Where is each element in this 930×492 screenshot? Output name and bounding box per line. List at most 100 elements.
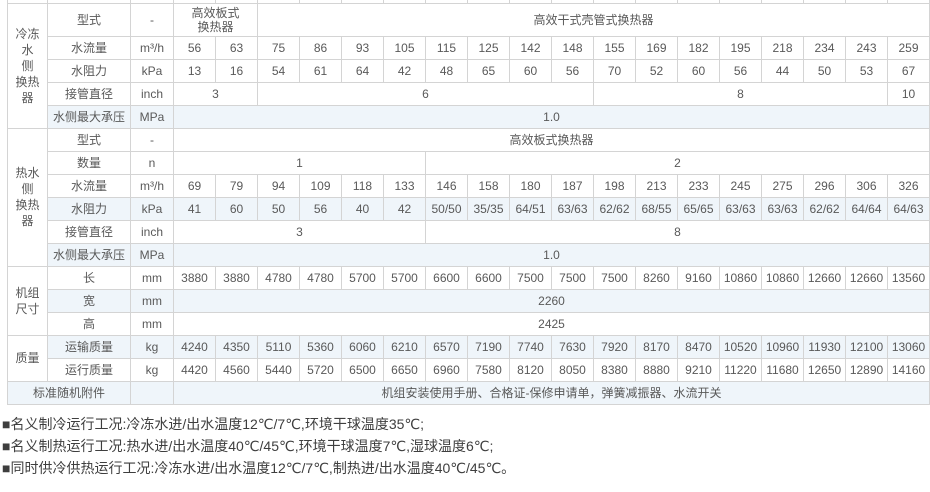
spec-value-cell: 259	[887, 35, 930, 60]
unit-label: mm	[130, 265, 174, 290]
row-label: 型式	[47, 127, 131, 152]
table-row: 水侧最大承压 MPa 1.0	[8, 242, 930, 267]
spec-value-cell: 6060	[341, 334, 384, 359]
unit-label: MPa	[130, 242, 174, 267]
spec-value-cell: 35/35	[467, 196, 510, 221]
row-label: 水流量	[47, 35, 131, 60]
spec-value-cell: 6650	[383, 357, 426, 382]
spec-value-cell: 60	[677, 58, 720, 83]
spec-value-cell: 3880	[215, 265, 258, 290]
spec-value-cell: 180	[509, 173, 552, 198]
spec-value-cell: 12660	[803, 265, 846, 290]
unit-label	[130, 380, 174, 405]
spec-value-cell: 155	[593, 35, 636, 60]
row-label: 标准随机附件	[7, 380, 131, 405]
unit-label: mm	[130, 288, 174, 313]
spec-value-cell: 65	[467, 58, 510, 83]
spec-value-cell: 63/63	[719, 196, 762, 221]
spec-value-cell: 195	[719, 35, 762, 60]
spec-value-cell: 125	[467, 35, 510, 60]
spec-value-cell: 60	[215, 196, 258, 221]
spec-value-cell: 高效板式 换热器	[173, 2, 258, 37]
spec-value-cell: 7500	[509, 265, 552, 290]
table-row: 宽 mm 2260	[8, 288, 930, 313]
spec-value-cell: 高效干式壳管式换热器	[257, 2, 930, 37]
spec-value-cell: 13060	[887, 334, 930, 359]
spec-value-cell: 64/63	[887, 196, 930, 221]
unit-label: m³/h	[130, 173, 174, 198]
spec-value-cell: 4780	[299, 265, 342, 290]
spec-value-cell: 8	[425, 219, 930, 244]
spec-value-cell: 62/62	[803, 196, 846, 221]
spec-value-cell: 4420	[173, 357, 216, 382]
spec-value-cell: 52	[635, 58, 678, 83]
spec-value-cell: 5720	[299, 357, 342, 382]
spec-value-cell: 64/64	[845, 196, 888, 221]
spec-value-cell: 63/63	[761, 196, 804, 221]
row-label: 水侧最大承压	[47, 242, 131, 267]
spec-value-cell: 64	[341, 58, 384, 83]
spec-value-cell: 42	[383, 58, 426, 83]
spec-value-cell: 213	[635, 173, 678, 198]
spec-value-cell: 1.0	[173, 104, 930, 129]
row-label: 高	[47, 311, 131, 336]
spec-value-cell: 8	[593, 81, 888, 106]
table-row: 热水 侧 换热 器型式 - 高效板式换热器	[7, 127, 930, 267]
spec-value-cell: 69	[173, 173, 216, 198]
spec-value-cell: 9210	[677, 357, 720, 382]
spec-value-cell: 10	[887, 81, 930, 106]
section-label-weight: 质量	[7, 334, 48, 382]
spec-value-cell: 5110	[257, 334, 300, 359]
unit-label: kg	[130, 334, 174, 359]
spec-value-cell: 7630	[551, 334, 594, 359]
spec-value-cell: 16	[215, 58, 258, 83]
spec-value-cell: 1	[173, 150, 426, 175]
spec-value-cell: 70	[593, 58, 636, 83]
spec-value-cell: 1.0	[173, 242, 930, 267]
spec-value-cell: 64/51	[509, 196, 552, 221]
spec-value-cell: 10520	[719, 334, 762, 359]
spec-value-cell: 12660	[845, 265, 888, 290]
section-label-hot-water-side-heat-exchanger: 热水 侧 换热 器	[7, 127, 48, 267]
spec-value-cell: 8120	[509, 357, 552, 382]
spec-value-cell: 65/65	[677, 196, 720, 221]
spec-value-cell: 13560	[887, 265, 930, 290]
spec-value-cell: 12100	[845, 334, 888, 359]
spec-value-cell: 3	[173, 219, 426, 244]
spec-value-cell: 10960	[761, 334, 804, 359]
footnotes: ■名义制冷运行工况:冷冻水进/出水温度12℃/7℃,环境干球温度35℃; ■名义…	[2, 413, 930, 479]
spec-value-cell: 2	[425, 150, 930, 175]
row-label: 水阻力	[47, 196, 131, 221]
spec-value-cell: 86	[299, 35, 342, 60]
spec-value-cell: 11680	[761, 357, 804, 382]
spec-value-cell: 275	[761, 173, 804, 198]
row-label: 长	[47, 265, 131, 290]
spec-value-cell: 10860	[761, 265, 804, 290]
spec-value-cell: 56	[719, 58, 762, 83]
spec-value-cell: 50/50	[425, 196, 468, 221]
spec-value-cell: 5440	[257, 357, 300, 382]
spec-value-cell: 8470	[677, 334, 720, 359]
spec-value-cell: 6	[257, 81, 594, 106]
note-cooling-condition: ■名义制冷运行工况:冷冻水进/出水温度12℃/7℃,环境干球温度35℃;	[2, 415, 425, 432]
spec-value-cell: 79	[215, 173, 258, 198]
row-label: 运输质量	[47, 334, 131, 359]
spec-value-cell: 63/63	[551, 196, 594, 221]
spec-value-cell: 13	[173, 58, 216, 83]
spec-value-cell: 14160	[887, 357, 930, 382]
spec-value-cell: 243	[845, 35, 888, 60]
table-row: 水侧最大承压 MPa 1.0	[8, 104, 930, 129]
spec-value-cell: 5700	[383, 265, 426, 290]
spec-value-cell: 60	[509, 58, 552, 83]
spec-value-cell: 63	[215, 35, 258, 60]
spec-value-cell: 53	[845, 58, 888, 83]
unit-label: kPa	[130, 58, 174, 83]
spec-value-cell: 75	[257, 35, 300, 60]
spec-value-cell: 8170	[635, 334, 678, 359]
spec-value-cell: 6570	[425, 334, 468, 359]
section-label-unit-dimensions: 机组 尺寸	[7, 265, 48, 336]
table-row: 标准随机附件 机组安装使用手册、合格证-保修申请单，弹簧减振器、水流开关	[7, 380, 930, 405]
spec-value-cell: 169	[635, 35, 678, 60]
spec-value-cell: 8050	[551, 357, 594, 382]
